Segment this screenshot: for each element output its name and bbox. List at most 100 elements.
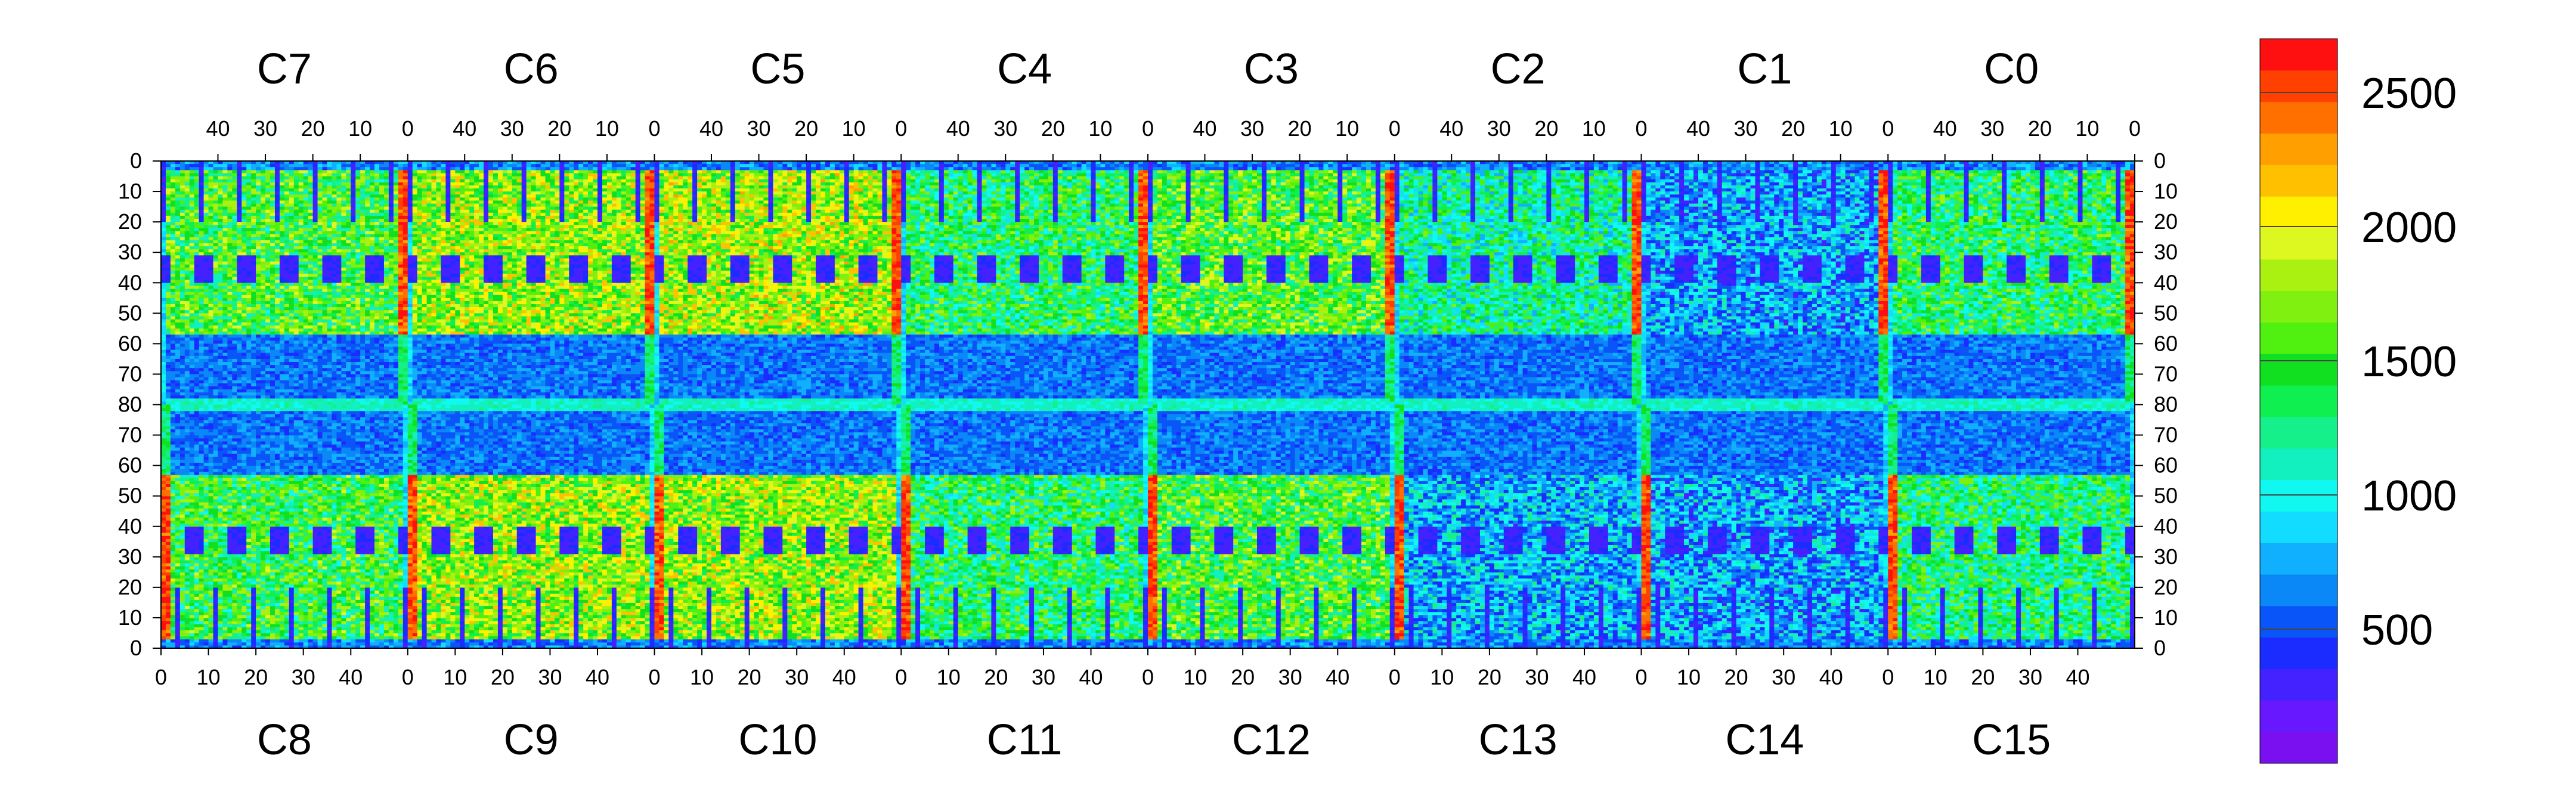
heatmap-cell [161, 343, 166, 347]
heatmap-cell [161, 383, 166, 387]
heatmap-cell [171, 329, 176, 332]
heatmap-cell [209, 323, 214, 326]
heatmap-cell [185, 359, 190, 363]
heatmap-cell [194, 197, 200, 201]
heatmap-cell [251, 326, 256, 329]
heatmap-cell [222, 219, 228, 222]
heatmap-cell [175, 307, 181, 311]
heatmap-cell [185, 240, 190, 244]
heatmap-cell [171, 258, 176, 262]
heatmap-cell [218, 374, 223, 377]
heatmap-cell [251, 219, 256, 222]
heatmap-cell [161, 362, 166, 366]
heatmap-cell [213, 240, 219, 244]
heatmap-cell [185, 283, 190, 286]
heatmap-cell [199, 258, 205, 262]
heatmap-cell [204, 249, 209, 253]
heatmap-cell [166, 343, 171, 347]
heatmap-cell [171, 173, 176, 177]
heatmap-cell [213, 359, 219, 363]
heatmap-cell [185, 338, 190, 341]
heatmap-cell [171, 170, 176, 174]
heatmap-cell [251, 258, 256, 262]
heatmap-cell [242, 310, 247, 314]
heatmap-cell [242, 326, 247, 329]
heatmap-cell [161, 265, 166, 268]
heatmap-cell [246, 283, 252, 286]
heatmap-cell [204, 353, 209, 357]
heatmap-cell [185, 401, 190, 405]
heatmap-cell [209, 258, 214, 262]
heatmap-cell [194, 310, 200, 314]
heatmap-cell [161, 249, 166, 253]
heatmap-cell [237, 182, 242, 186]
heatmap-cell [175, 386, 181, 390]
heatmap-cell [175, 365, 181, 369]
heatmap-cell [180, 362, 185, 366]
heatmap-cell [209, 234, 214, 238]
heatmap-cell [194, 304, 200, 308]
heatmap-cell [227, 323, 233, 326]
heatmap-cell [194, 340, 200, 344]
heatmap-cell [166, 320, 171, 323]
heatmap-cell [222, 255, 228, 259]
heatmap-cell [166, 179, 171, 183]
heatmap-cell [232, 207, 237, 210]
heatmap-cell [190, 210, 195, 213]
heatmap-cell [185, 365, 190, 369]
heatmap-cell [222, 392, 228, 396]
heatmap-cell [242, 289, 247, 292]
heatmap-cell [222, 350, 228, 354]
heatmap-cell [180, 356, 185, 360]
heatmap-cell [251, 383, 256, 387]
heatmap-cell [227, 255, 233, 259]
heatmap-cell [199, 329, 205, 332]
heatmap-cell [237, 277, 242, 280]
heatmap-cell [175, 368, 181, 372]
heatmap-cell [246, 374, 252, 377]
heatmap-cell [161, 374, 166, 377]
heatmap-cell [209, 252, 214, 256]
heatmap-cell [190, 231, 195, 234]
heatmap-cell [232, 182, 237, 186]
heatmap-cell [194, 389, 200, 393]
heatmap-cell [242, 316, 247, 320]
heatmap-cell [246, 346, 252, 350]
heatmap-cell [161, 332, 166, 335]
heatmap-cell [251, 304, 256, 308]
heatmap-cell [242, 368, 247, 372]
heatmap-cell [227, 332, 233, 335]
heatmap-cell [251, 191, 256, 195]
heatmap-cell [218, 346, 223, 350]
heatmap-cell [218, 182, 223, 186]
heatmap-cell [227, 335, 233, 338]
heatmap-cell [166, 173, 171, 177]
heatmap-cell [180, 182, 185, 186]
heatmap-cell [222, 262, 228, 265]
heatmap-cell [194, 359, 200, 363]
heatmap-cell [171, 350, 176, 354]
heatmap-cell [251, 307, 256, 311]
heatmap-cell [227, 225, 233, 228]
heatmap-cell [204, 185, 209, 189]
heatmap-cell [251, 225, 256, 228]
heatmap-cell [190, 332, 195, 335]
heatmap-cell [222, 280, 228, 283]
heatmap-cell [237, 289, 242, 292]
heatmap-cell [204, 304, 209, 308]
heatmap-cell [166, 359, 171, 363]
heatmap-cell [242, 258, 247, 262]
heatmap-cell [185, 380, 190, 384]
heatmap-cell [218, 401, 223, 405]
heatmap-cell [237, 320, 242, 323]
heatmap-cell [242, 332, 247, 335]
heatmap-cell [251, 298, 256, 302]
heatmap-cell [209, 398, 214, 402]
heatmap-cell [242, 200, 247, 204]
heatmap-cell [246, 343, 252, 347]
heatmap-cell [166, 398, 171, 402]
heatmap-cell [180, 313, 185, 317]
heatmap-cell [194, 231, 200, 234]
heatmap-cell [218, 395, 223, 399]
heatmap-cell [166, 182, 171, 186]
